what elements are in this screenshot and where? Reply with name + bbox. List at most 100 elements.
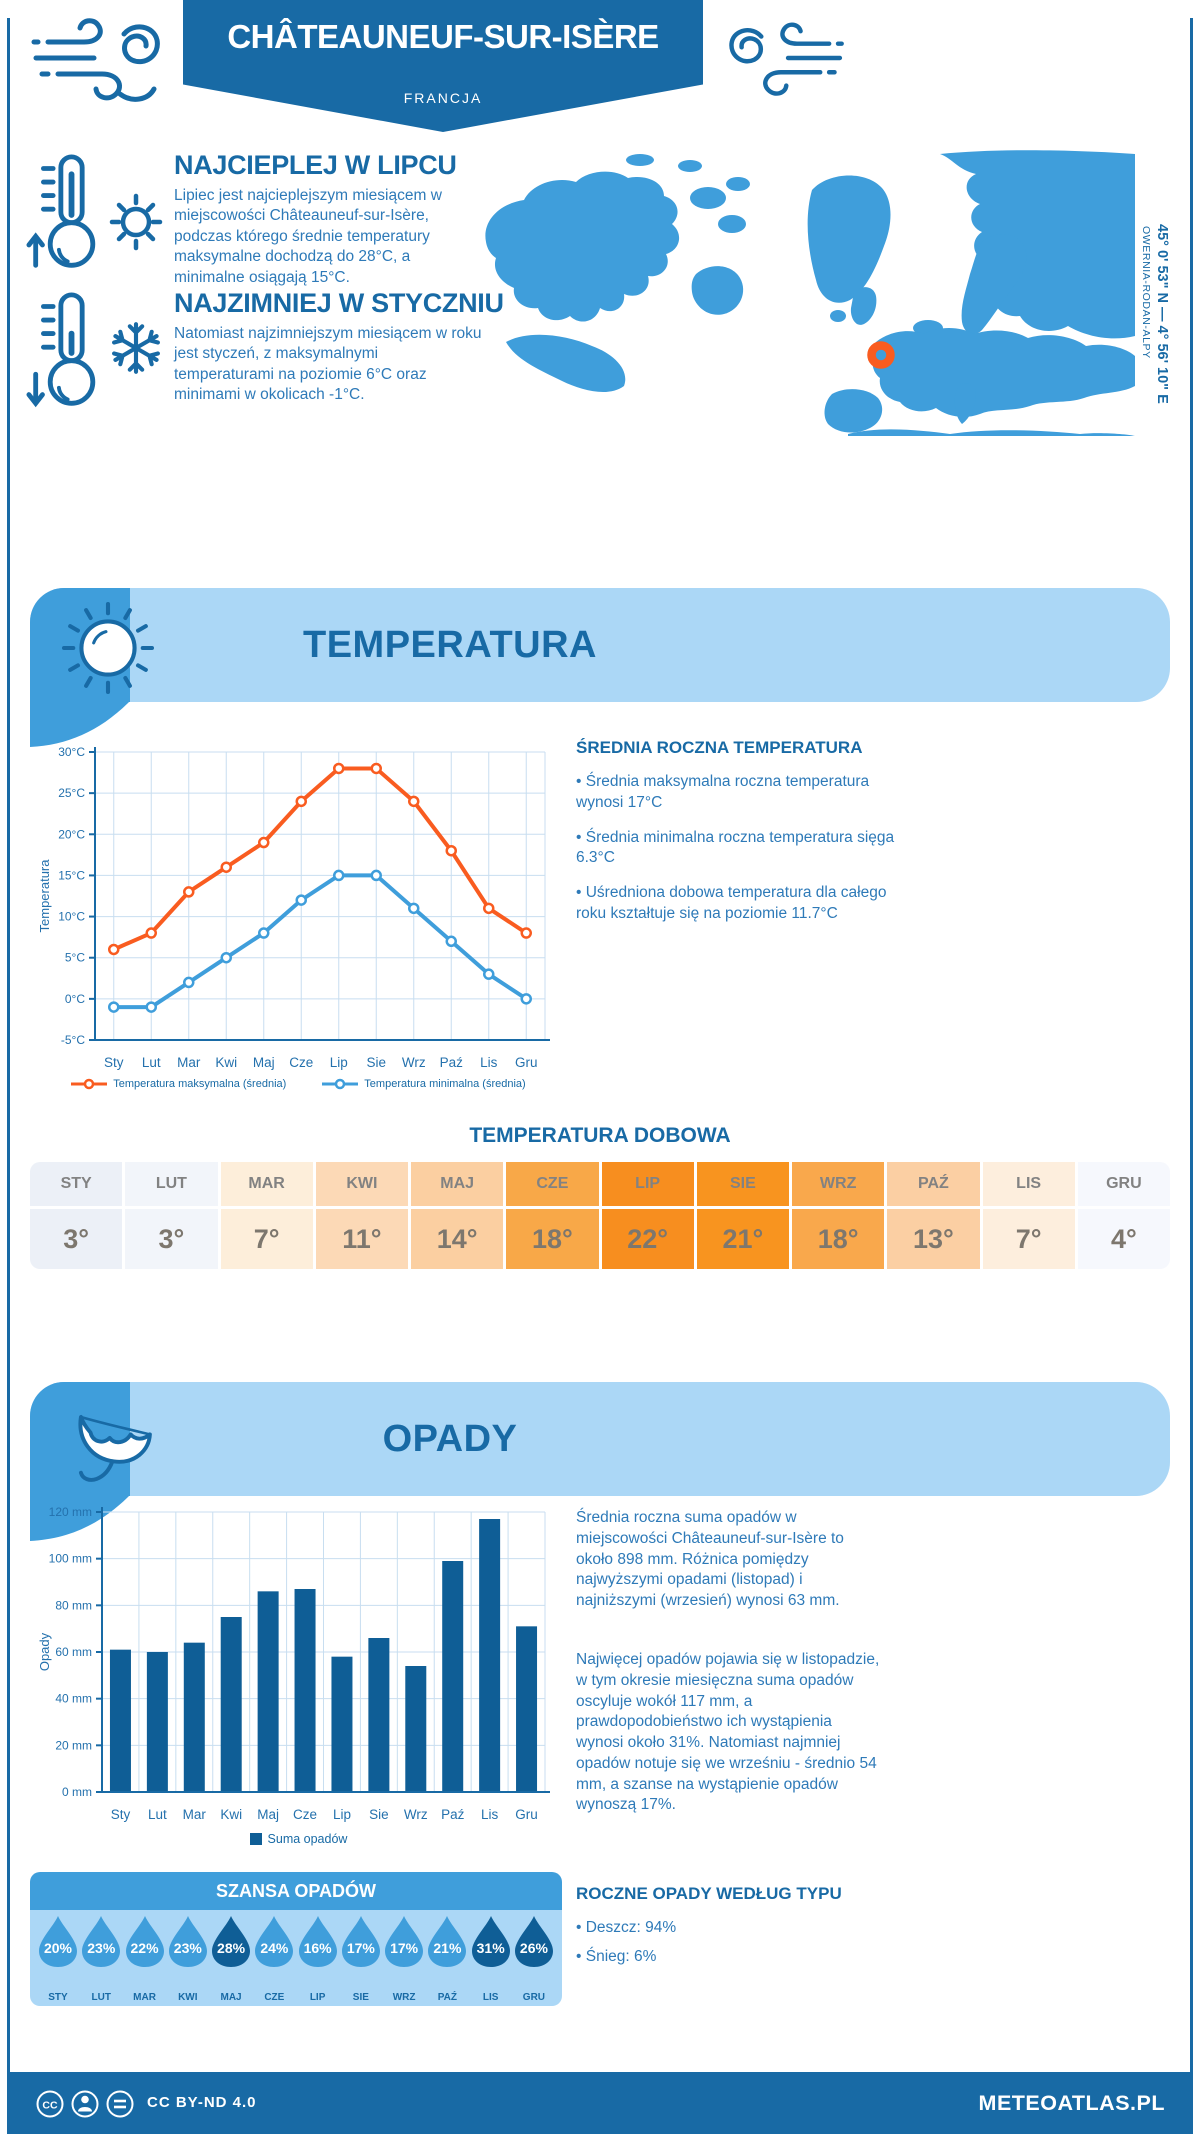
table-month-header: MAR [220, 1162, 313, 1206]
x-tick-label: Lut [148, 1807, 167, 1822]
chance-value: 17% [346, 1940, 375, 1956]
data-point [258, 927, 270, 939]
page-title: CHÂTEAUNEUF-SUR-ISÈRE [227, 18, 659, 55]
chance-month-label: PAŹ [437, 1992, 458, 2003]
precipitation-bar [442, 1561, 464, 1792]
precipitation-chance-title: SZANSA OPADÓW [30, 1872, 562, 1910]
chance-value: 17% [390, 1940, 419, 1956]
brand-label: METEOATLAS.PL [978, 2091, 1165, 2115]
data-point [445, 935, 457, 948]
data-point [108, 943, 120, 956]
legend-item: Temperatura maksymalna (średnia) [71, 1078, 286, 1090]
chance-droplet: 17% SIE [341, 1910, 381, 2006]
sun-banner-icon [62, 602, 154, 694]
temperature-chart-legend: Temperatura maksymalna (średnia) Temperat… [36, 1078, 561, 1090]
precipitation-paragraph-1: Średnia roczna suma opadów w miejscowośc… [576, 1509, 844, 1610]
droplet-icon [212, 1916, 251, 1967]
table-column: KWI 11° [315, 1162, 408, 1269]
table-month-header: CZE [506, 1162, 599, 1206]
table-temperature-value: 3° [30, 1209, 123, 1269]
temperature-summary-bullets: • Średnia maksymalna roczna temperatura … [576, 772, 896, 939]
x-tick-label: Wrz [404, 1807, 428, 1822]
table-temperature-value: 4° [1077, 1209, 1170, 1269]
chance-value: 23% [87, 1940, 116, 1956]
table-month-header: STY [30, 1162, 123, 1206]
warm-section-text: Lipiec jest najcieplejszym miesiącem w m… [174, 187, 442, 286]
droplet-icon [39, 1916, 77, 1967]
y-tick-label: 20 mm [55, 1738, 92, 1752]
table-month-header: LUT [125, 1162, 218, 1206]
chance-droplet: 16% LIP [298, 1910, 338, 2006]
chance-value: 16% [303, 1940, 332, 1956]
x-tick-label: Cze [289, 1055, 313, 1070]
droplet-icon [385, 1916, 424, 1967]
table-temperature-value: 7° [220, 1209, 313, 1269]
table-column: LIS 7° [982, 1162, 1075, 1269]
table-temperature-value: 7° [982, 1209, 1075, 1269]
table-column: GRU 4° [1077, 1162, 1170, 1269]
chance-month-label: MAR [133, 1992, 156, 2003]
x-tick-label: Sie [366, 1055, 386, 1070]
wind-icon [729, 22, 844, 96]
data-point [108, 1001, 120, 1013]
temperature-summary-title: ŚREDNIA ROCZNA TEMPERATURA [576, 738, 863, 757]
data-point [520, 993, 532, 1005]
x-tick-label: Gru [515, 1055, 538, 1070]
header-banner: CHÂTEAUNEUF-SUR-ISÈRE FRANCJA [183, 0, 703, 132]
series-line [111, 766, 529, 952]
x-tick-label: Lip [333, 1807, 351, 1822]
data-point [183, 976, 195, 989]
chance-value: 23% [173, 1940, 202, 1956]
footer-bar: CC CC BY-ND 4.0 METEOATLAS.PL [7, 2072, 1193, 2134]
table-column: MAR 7° [220, 1162, 313, 1269]
droplet-icon [255, 1916, 294, 1967]
droplet-icon [428, 1916, 467, 1967]
data-point [220, 861, 232, 873]
x-tick-label: Mar [177, 1055, 201, 1070]
precipitation-paragraph-2: Najwięcej opadów pojawia się w listopadz… [576, 1651, 880, 1814]
table-temperature-value: 3° [125, 1209, 218, 1269]
precipitation-type-bullets: • Deszcz: 94% • Śnieg: 6% [576, 1918, 881, 1976]
country-label: FRANCJA [403, 90, 483, 106]
legend-label: Suma opadów [267, 1832, 348, 1846]
chance-value: 24% [260, 1940, 289, 1956]
droplet-icon [341, 1916, 380, 1967]
table-month-header: MAJ [411, 1162, 504, 1206]
x-tick-label: Kwi [215, 1055, 237, 1070]
chance-month-label: MAJ [220, 1992, 242, 2003]
chance-droplet: 17% WRZ [384, 1910, 424, 2006]
table-column: SIE 21° [696, 1162, 789, 1269]
region-label: OWERNIA-RODAN-ALPY [1140, 226, 1152, 359]
data-point [408, 795, 420, 808]
cold-section-text: Natomiast najzimniejszym miesiącem w rok… [174, 325, 482, 404]
svg-text:CC: CC [42, 2100, 58, 2112]
data-point [445, 844, 457, 857]
chance-month-label: WRZ [392, 1992, 416, 2003]
precipitation-bar [368, 1638, 390, 1792]
table-month-header: LIP [601, 1162, 694, 1206]
data-point [333, 869, 345, 882]
chance-month-label: SIE [352, 1992, 369, 2003]
sun-icon [109, 193, 163, 251]
thermometer-down-icon [26, 292, 96, 408]
data-point [145, 1001, 157, 1013]
chance-value: 20% [43, 1940, 73, 1956]
y-tick-label: 40 mm [55, 1692, 92, 1706]
y-tick-label: 20°C [58, 827, 85, 841]
cold-section-title: NAJZIMNIEJ W STYCZNIU [174, 288, 504, 318]
x-tick-label: Paź [440, 1055, 464, 1070]
legend-swatch [249, 1833, 262, 1845]
chance-month-label: LIS [482, 1992, 499, 2003]
y-tick-label: 120 mm [49, 1505, 92, 1519]
chance-month-label: LIP [309, 1992, 326, 2003]
precipitation-bar [294, 1589, 316, 1792]
wind-icon [31, 18, 160, 102]
data-point [370, 762, 382, 775]
x-tick-label: Lip [330, 1055, 348, 1070]
data-point [370, 869, 382, 882]
y-tick-label: 30°C [58, 745, 85, 759]
chance-month-label: STY [48, 1992, 68, 2003]
precipitation-banner: OPADY [30, 1382, 1170, 1496]
x-tick-label: Sie [369, 1807, 389, 1822]
